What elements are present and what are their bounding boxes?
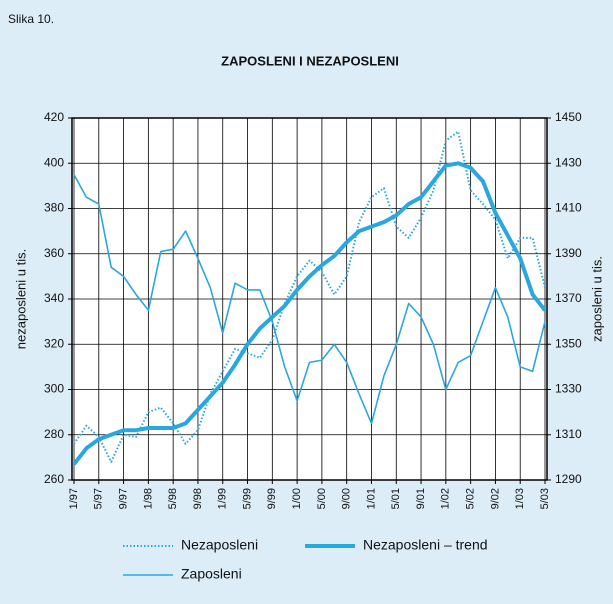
y2-tick-label: 1290 — [555, 472, 582, 486]
x-tick-label: 9/99 — [266, 488, 278, 509]
y-tick-label: 300 — [44, 382, 64, 396]
x-tick-label: 9/98 — [192, 488, 204, 509]
y2-tick-label: 1370 — [555, 291, 582, 305]
y2-tick-label: 1330 — [555, 382, 582, 396]
x-tick-label: 1/00 — [291, 488, 303, 509]
x-tick-label: 9/97 — [117, 488, 129, 509]
x-tick-label: 1/03 — [514, 488, 526, 509]
x-tick-label: 9/01 — [415, 488, 427, 509]
y2-tick-label: 1390 — [555, 246, 582, 260]
x-tick-label: 5/00 — [316, 488, 328, 509]
legend-label: Nezaposleni – trend — [363, 537, 488, 553]
y-tick-label: 400 — [44, 155, 64, 169]
series-line — [73, 174, 546, 425]
x-tick-label: 1/01 — [365, 488, 377, 509]
y2-tick-label: 1310 — [555, 427, 582, 441]
y-tick-label: 340 — [44, 291, 64, 305]
x-tick-label: 5/97 — [93, 488, 105, 509]
y2-tick-label: 1430 — [555, 155, 582, 169]
y-tick-label: 320 — [44, 336, 64, 350]
figure-label: Slika 10. — [8, 12, 54, 26]
x-tick-label: 9/00 — [341, 488, 353, 509]
series-line — [72, 161, 547, 466]
series-line — [73, 130, 546, 463]
y-axis-label: nezaposleni u tis. — [13, 249, 28, 349]
x-tick-label: 5/02 — [465, 488, 477, 509]
y-tick-label: 420 — [44, 110, 64, 124]
x-tick-label: 5/99 — [241, 488, 253, 509]
legend-label: Nezaposleni — [181, 537, 258, 553]
x-tick-label: 1/98 — [142, 488, 154, 509]
y2-axis-label: zaposleni u tis. — [589, 256, 604, 342]
x-tick-label: 5/03 — [539, 488, 551, 509]
x-tick-label: 5/98 — [167, 488, 179, 509]
chart-title: ZAPOSLENI I NEZAPOSLENI — [221, 53, 399, 68]
y-tick-label: 380 — [44, 201, 64, 215]
x-tick-label: 9/02 — [489, 488, 501, 509]
legend-label: Zaposleni — [181, 566, 242, 582]
x-tick-label: 1/97 — [68, 488, 80, 509]
x-tick-label: 1/99 — [217, 488, 229, 509]
y-tick-label: 280 — [44, 427, 64, 441]
y-tick-label: 260 — [44, 472, 64, 486]
y-tick-label: 360 — [44, 246, 64, 260]
x-tick-label: 1/02 — [440, 488, 452, 509]
y2-tick-label: 1450 — [555, 110, 582, 124]
x-tick-label: 5/01 — [390, 488, 402, 509]
y2-tick-label: 1410 — [555, 201, 582, 215]
y2-tick-label: 1350 — [555, 336, 582, 350]
